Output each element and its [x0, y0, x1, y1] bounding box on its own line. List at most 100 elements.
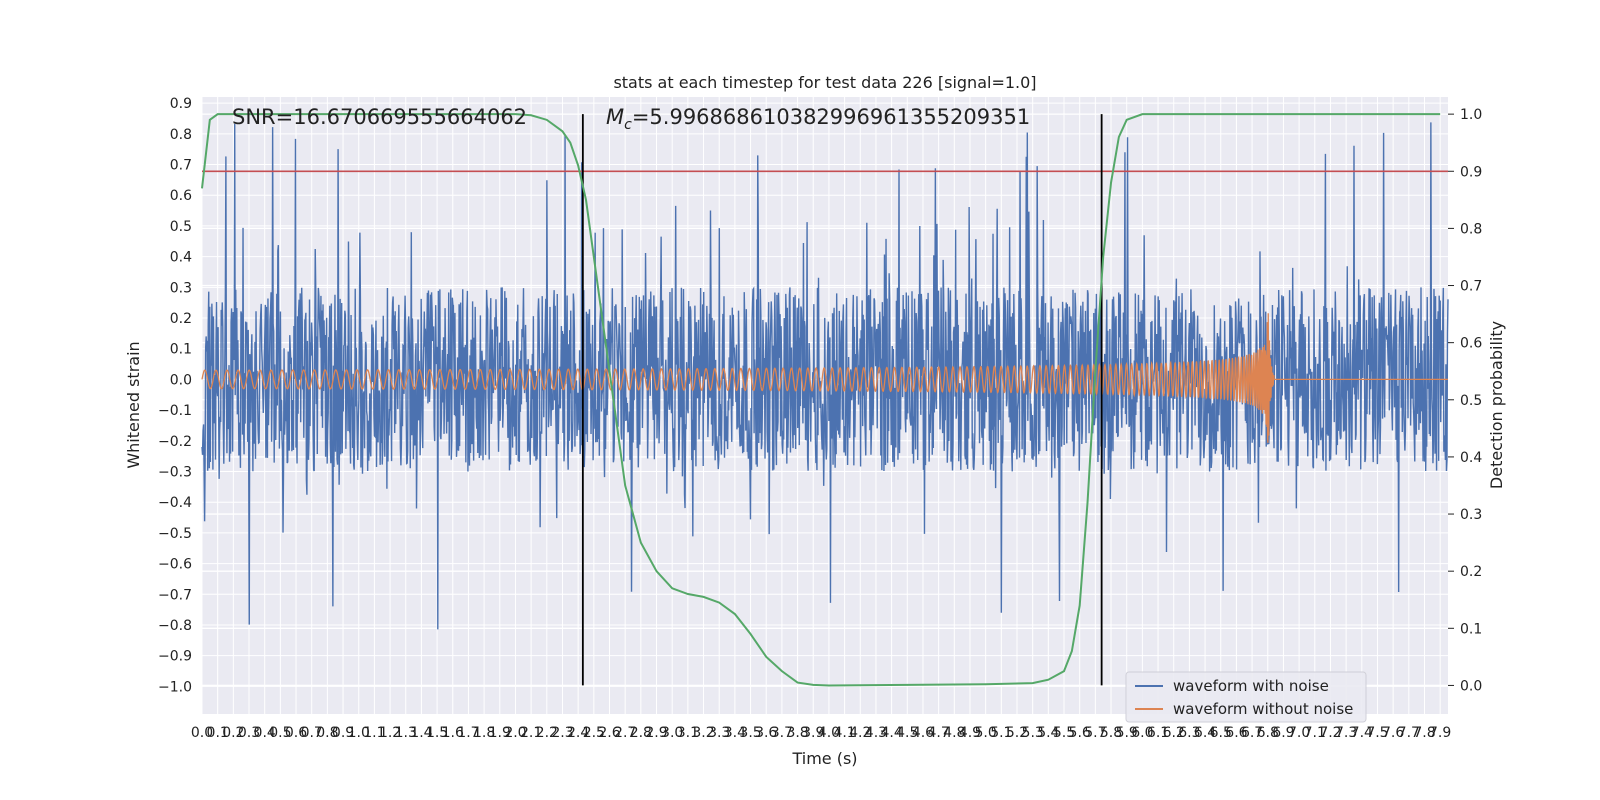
- x-tick-label: 0.5: [269, 725, 291, 741]
- x-tick-label: 3.8: [786, 725, 808, 741]
- x-tick-label: 5.9: [1116, 725, 1138, 741]
- y-tick-label: −0.7: [158, 587, 192, 603]
- x-tick-label: 5.2: [1006, 725, 1028, 741]
- x-tick-label: 5.0: [975, 725, 997, 741]
- y2-tick-label: 0.4: [1460, 450, 1482, 466]
- overlays: [201, 113, 1448, 687]
- x-tick-label: 2.5: [583, 725, 605, 741]
- y2-tick-label: 1.0: [1460, 107, 1482, 123]
- x-tick-label: 6.8: [1257, 725, 1279, 741]
- x-tick-label: 0.0: [191, 725, 213, 741]
- x-tick-label: 4.0: [818, 725, 840, 741]
- x-tick-label: 5.1: [990, 725, 1012, 741]
- y2-tick-label: 0.6: [1460, 336, 1482, 352]
- x-tick-label: 5.3: [1022, 725, 1044, 741]
- x-tick-label: 5.6: [1069, 725, 1091, 741]
- x-tick-label: 4.7: [927, 725, 949, 741]
- y2-tick-label: 0.5: [1460, 393, 1482, 409]
- x-tick-label: 5.7: [1084, 725, 1106, 741]
- ticks: 0.00.10.20.30.40.50.60.70.80.91.01.11.21…: [158, 96, 1482, 741]
- x-tick-label: 5.4: [1037, 725, 1059, 741]
- y-tick-label: −0.3: [158, 464, 192, 480]
- y2-tick-label: 0.0: [1460, 678, 1482, 694]
- x-tick-label: 7.2: [1319, 725, 1341, 741]
- chirp-mass-annotation: Mc=5.996868610382996961355209351: [606, 105, 1030, 133]
- x-tick-label: 4.3: [865, 725, 887, 741]
- chirp-mass-value: =5.996868610382996961355209351: [632, 105, 1030, 129]
- x-tick-label: 4.8: [943, 725, 965, 741]
- y-tick-label: 0.7: [170, 158, 192, 174]
- y-tick-label: −0.4: [158, 495, 192, 511]
- y2-tick-label: 0.2: [1460, 564, 1482, 580]
- x-tick-label: 6.1: [1147, 725, 1169, 741]
- x-tick-label: 2.6: [598, 725, 620, 741]
- x-tick-label: 0.4: [254, 725, 276, 741]
- y-tick-label: 0.8: [170, 127, 192, 143]
- x-tick-label: 7.5: [1366, 725, 1388, 741]
- x-tick-label: 6.2: [1163, 725, 1185, 741]
- legend: waveform with noise waveform without noi…: [1125, 671, 1367, 723]
- x-tick-label: 3.9: [802, 725, 824, 741]
- x-tick-label: 3.7: [771, 725, 793, 741]
- x-tick-label: 2.3: [551, 725, 573, 741]
- snr-annotation: SNR=16.670669555664062: [232, 105, 527, 129]
- y-tick-label: 0.0: [170, 372, 192, 388]
- x-tick-label: 1.4: [410, 725, 432, 741]
- x-tick-label: 7.4: [1351, 725, 1373, 741]
- x-tick-label: 4.1: [833, 725, 855, 741]
- clean-waveform-line: [201, 313, 1448, 443]
- x-tick-label: 3.4: [724, 725, 746, 741]
- x-tick-label: 6.6: [1225, 725, 1247, 741]
- x-tick-label: 7.8: [1413, 725, 1435, 741]
- x-tick-label: 2.7: [614, 725, 636, 741]
- x-tick-label: 1.0: [348, 725, 370, 741]
- y-tick-label: 0.2: [170, 311, 192, 327]
- y2-tick-label: 0.3: [1460, 507, 1482, 523]
- x-tick-label: 3.3: [708, 725, 730, 741]
- x-tick-label: 4.2: [849, 725, 871, 741]
- x-tick-label: 4.9: [959, 725, 981, 741]
- chirp-mass-symbol: M: [606, 105, 624, 129]
- x-tick-label: 7.9: [1429, 725, 1451, 741]
- x-tick-label: 7.3: [1335, 725, 1357, 741]
- x-tick-label: 3.1: [677, 725, 699, 741]
- x-tick-label: 2.2: [536, 725, 558, 741]
- x-tick-label: 0.8: [316, 725, 338, 741]
- y-tick-label: −0.9: [158, 649, 192, 665]
- x-tick-label: 2.4: [567, 725, 589, 741]
- x-tick-label: 3.2: [692, 725, 714, 741]
- legend-label-noise: waveform with noise: [1173, 677, 1329, 695]
- x-tick-label: 0.7: [301, 725, 323, 741]
- detection-probability-line: [201, 113, 1441, 687]
- x-tick-label: 1.9: [489, 725, 511, 741]
- x-tick-label: 1.5: [426, 725, 448, 741]
- y2-tick-label: 0.1: [1460, 621, 1482, 637]
- x-tick-label: 3.0: [661, 725, 683, 741]
- x-tick-label: 2.0: [504, 725, 526, 741]
- y2-axis-label: Detection probability: [1487, 321, 1506, 489]
- y-tick-label: 0.1: [170, 342, 192, 358]
- x-tick-label: 6.0: [1131, 725, 1153, 741]
- x-tick-label: 1.7: [457, 725, 479, 741]
- x-tick-label: 4.4: [880, 725, 902, 741]
- x-tick-label: 3.5: [739, 725, 761, 741]
- x-tick-label: 1.1: [363, 725, 385, 741]
- x-tick-label: 7.0: [1288, 725, 1310, 741]
- y-tick-label: 0.9: [170, 96, 192, 112]
- x-tick-label: 6.7: [1241, 725, 1263, 741]
- x-tick-label: 4.5: [896, 725, 918, 741]
- x-tick-label: 0.6: [285, 725, 307, 741]
- y-tick-label: 0.3: [170, 280, 192, 296]
- x-tick-label: 1.8: [473, 725, 495, 741]
- chart-title: stats at each timestep for test data 226…: [613, 73, 1036, 92]
- x-tick-label: 7.7: [1398, 725, 1420, 741]
- y2-tick-label: 0.8: [1460, 221, 1482, 237]
- x-tick-label: 2.8: [630, 725, 652, 741]
- x-tick-label: 1.6: [442, 725, 464, 741]
- y-tick-label: −1.0: [158, 679, 192, 695]
- y-axis-label: Whitened strain: [124, 341, 143, 468]
- y-tick-label: 0.4: [170, 250, 192, 266]
- x-tick-label: 1.2: [379, 725, 401, 741]
- y-tick-label: 0.6: [170, 188, 192, 204]
